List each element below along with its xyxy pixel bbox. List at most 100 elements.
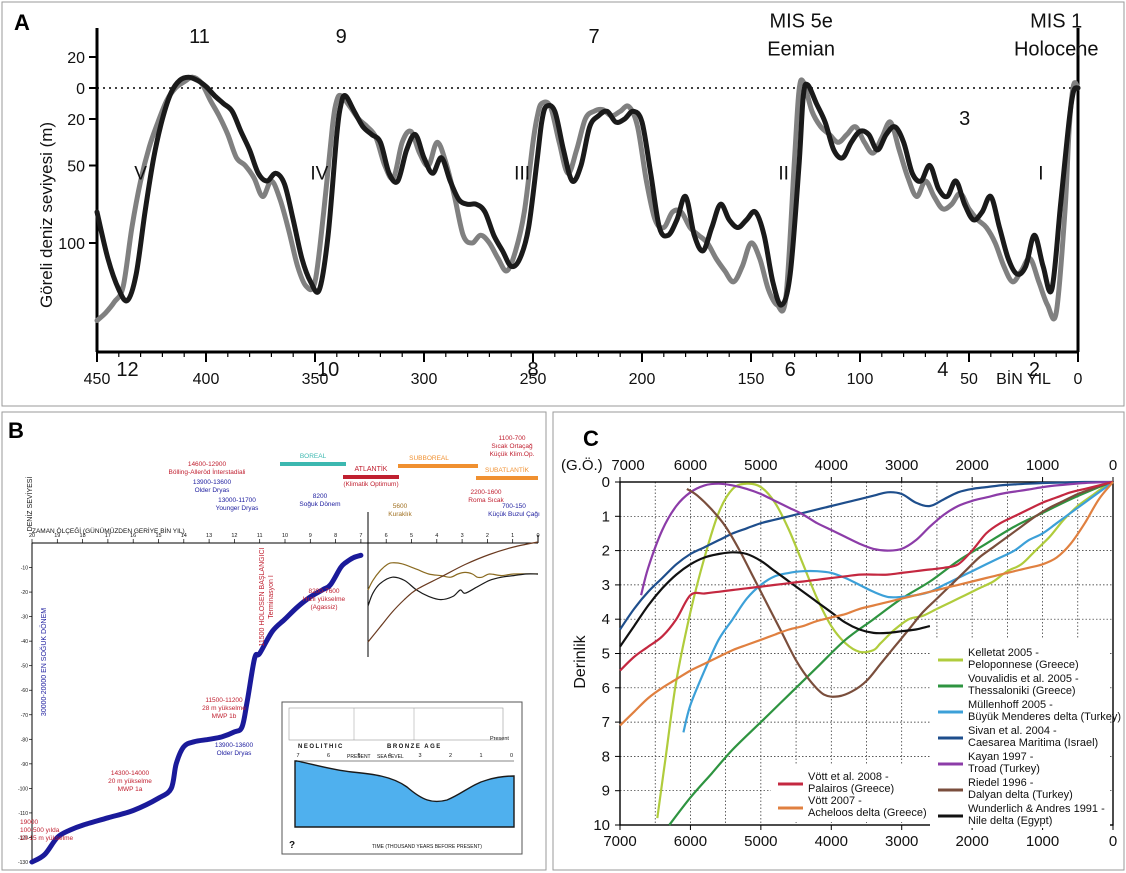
panel-c-series-line [656, 480, 1114, 819]
inset-tick-label: 4 [388, 753, 391, 759]
y19-b: 100-500 yılda [20, 827, 60, 834]
y19-a: 19000 [20, 819, 38, 826]
ortacag-c: Küçük Klim.Op. [490, 451, 535, 458]
termination-label: V [134, 163, 147, 184]
panel-b-xlabel: ZAMAN ÖLÇEĞİ (GÜNÜMÜZDEN GERİYE BİN YIL) [32, 526, 185, 535]
panel-b-series [29, 541, 539, 865]
panel-c-legend: Kelletat 2005 -Peloponnese (Greece) Vouva… [771, 638, 1121, 828]
mwp1b-b: 28 m yükselme [202, 705, 246, 712]
inset-bronze: BRONZE AGE [387, 744, 442, 750]
panel-c-y-tick-label: 4 [602, 611, 610, 628]
panel-b-x-tick-label: 2 [486, 533, 489, 539]
panel-c-legend-label: Caesarea Maritima (Israel) [968, 737, 1098, 749]
panel-b: B DENİZ SEVİYESİ ZAMAN ÖLÇEĞİ (GÜNÜMÜZDE… [8, 418, 540, 866]
panel-a-x-tick-label: BİN YIL [996, 369, 1051, 388]
mis-stage-label: Eemian [767, 38, 835, 60]
panel-a-x-tick-label: 50 [960, 371, 978, 388]
panel-c-legend-label: Peloponnese (Greece) [968, 659, 1079, 671]
panel-c-legend-label: Riedel 1996 - [968, 777, 1034, 789]
panel-c-y-tick-label: 1 [602, 508, 610, 525]
kbc-a: 700-150 [502, 503, 526, 510]
panel-c-series-line [619, 480, 1113, 631]
kuraklik-a: 5600 [393, 503, 408, 510]
panel-b-y-tick-label: -60 [21, 688, 28, 694]
inset-tick-label: 5 [357, 753, 360, 759]
klimatik-label: (Klimatik Optimum) [343, 481, 398, 488]
panel-b-frame [1, 411, 547, 871]
panel-b-x-tick-label: 14 [181, 533, 187, 539]
panel-b-x-tick-label: 6 [385, 533, 388, 539]
panel-c-legend-label: Troad (Turkey) [968, 763, 1040, 775]
inset-time-label: TIME (THOUSAND YEARS BEFORE PRESENT) [372, 844, 482, 850]
panel-a-x-tick-label: 300 [411, 371, 438, 388]
soguk-a: 8200 [313, 493, 328, 500]
panel-c-ylabel: Derinlik [572, 634, 589, 688]
inset-neolithic: NEOLITHIC [298, 744, 344, 750]
bolling-b: Bölling-Alleröd İnterstadiali [169, 467, 246, 476]
panel-c-bottom-tick-label: 7000 [603, 833, 636, 850]
panel-c-legend-label: Büyük Menderes delta (Turkey) [968, 711, 1121, 723]
panel-b-axes: 20 19 18 17 16 15 14 13 12 11 10 9 8 7 6 5 4 3 2 1 0-10-20-3… [18, 512, 540, 866]
termination-label: III [514, 163, 530, 184]
panel-b-x-tick-label: 1 [511, 533, 514, 539]
panel-a-x-tick-label: 250 [520, 371, 547, 388]
panel-b-holocene-curve [367, 573, 539, 607]
panel-b-drought-curve [367, 562, 539, 591]
panel-c-legend-label: Müllenhoff 2005 - [968, 699, 1053, 711]
panel-a-y-tick-label: 50 [67, 159, 85, 176]
younger-b: Younger Dryas [216, 505, 260, 512]
termination-label: Terminasyon I [268, 575, 275, 619]
panel-b-y-tick-label: -40 [21, 639, 28, 645]
panel-c-top-tick-label: 1000 [1026, 457, 1059, 474]
panel-c-bottom-tick-label: 4000 [815, 833, 848, 850]
mwp1a-a: 14300-14000 [111, 770, 150, 777]
panel-b-x-tick-label: 9 [309, 533, 312, 539]
roma-b: Roma Sıcak [468, 497, 504, 504]
coldest-period-label: 30000-20000 EN SOĞUK DÖNEM [39, 608, 48, 716]
panel-b-sea-level-curve [29, 552, 364, 865]
mwp1a-c: MWP 1a [118, 786, 143, 793]
panel-b-ylabel: DENİZ SEVİYESİ [25, 477, 34, 532]
mis-stage-label: 3 [959, 108, 970, 130]
panel-c-legend-label: Kayan 1997 - [968, 751, 1034, 763]
panel-b-x-tick-label: 19 [54, 533, 60, 539]
panel-b-letter: B [8, 418, 24, 443]
atlantik-bar [343, 475, 399, 479]
panel-c-legend-label: Vouvalidis et al. 2005 - [968, 673, 1079, 685]
panel-b-x-tick-label: 18 [80, 533, 86, 539]
panel-b-x-tick-label: 3 [461, 533, 464, 539]
kuraklik-b: Kuraklık [388, 511, 412, 518]
panel-b-y-tick-label: -90 [21, 762, 28, 768]
panel-b-x-tick-label: 15 [155, 533, 161, 539]
panel-b-x-tick-label: 12 [231, 533, 237, 539]
ortacag-a: 1100-700 [499, 435, 526, 442]
panel-c-top-prefix: (G.Ö.) [561, 456, 603, 474]
panel-c-top-tick-label: 0 [1109, 457, 1117, 474]
panel-b-y-tick-label: -100 [18, 786, 28, 792]
panel-c-series-line [619, 481, 1114, 727]
inset-tick-label: 7 [296, 753, 299, 759]
panel-a-x-tick-label: 0 [1074, 371, 1083, 388]
termination-label: I [1038, 163, 1043, 184]
panel-b-x-tick-label: 10 [282, 533, 288, 539]
roma-a: 2200-1600 [470, 489, 501, 496]
panel-b-y-tick-label: -80 [21, 737, 28, 743]
panel-c-legend-label: Kelletat 2005 - [968, 647, 1039, 659]
panel-b-inset: NEOLITHIC BRONZE AGE Present 7 6 5 4 3 2 1 0 PR… [281, 701, 523, 855]
panel-c-top-tick-label: 6000 [674, 457, 707, 474]
subatlantik-bar [476, 476, 538, 480]
hizli-a: 8200-7600 [308, 588, 339, 595]
panel-b-x-tick-label: 17 [105, 533, 111, 539]
inset-present: PRESENT [347, 754, 371, 760]
inset-tick-label: 0 [510, 753, 513, 759]
inset-archaeo-table [288, 707, 504, 741]
mis-stage-label: Holocene [1014, 38, 1099, 60]
panel-b-x-tick-label: 4 [435, 533, 438, 539]
mis-stage-label: 10 [317, 359, 339, 381]
y19-c: 10-15 m yükselme [20, 835, 73, 842]
inset-tick-label: 6 [327, 753, 330, 759]
panel-a-series-grey [94, 74, 1081, 323]
panel-a-x-tick-label: 450 [84, 371, 111, 388]
boreal-label: BOREAL [300, 453, 327, 460]
panel-b-y-tick-label: -10 [21, 566, 28, 572]
